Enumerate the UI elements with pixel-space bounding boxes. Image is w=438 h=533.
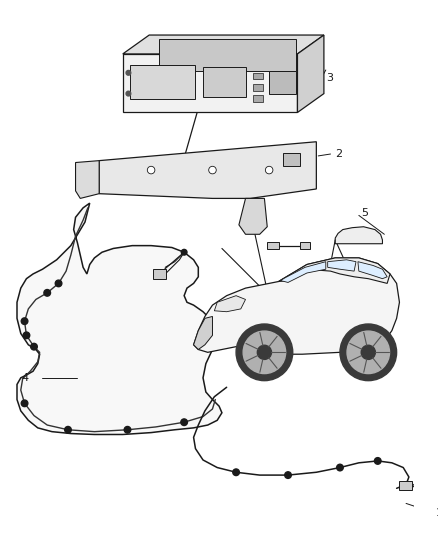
Circle shape <box>347 331 389 374</box>
Circle shape <box>126 70 131 75</box>
Circle shape <box>243 331 286 374</box>
Polygon shape <box>335 227 382 244</box>
Circle shape <box>44 289 50 296</box>
Circle shape <box>126 91 131 96</box>
Polygon shape <box>280 262 326 282</box>
Polygon shape <box>297 35 324 112</box>
Circle shape <box>258 345 272 359</box>
Bar <box>123 54 297 112</box>
Polygon shape <box>194 317 212 350</box>
Bar <box>399 481 412 490</box>
Bar <box>253 84 262 91</box>
Polygon shape <box>194 258 399 354</box>
Circle shape <box>55 280 62 287</box>
Circle shape <box>181 249 187 255</box>
Bar <box>131 65 194 99</box>
Circle shape <box>340 324 397 381</box>
Circle shape <box>21 318 28 325</box>
Bar <box>269 71 296 94</box>
Circle shape <box>285 472 291 479</box>
Polygon shape <box>328 260 356 271</box>
Polygon shape <box>17 203 222 434</box>
Text: 5: 5 <box>361 207 368 217</box>
Bar <box>300 242 310 249</box>
Text: 4: 4 <box>21 373 28 383</box>
Circle shape <box>233 469 240 475</box>
Circle shape <box>147 166 155 174</box>
Polygon shape <box>75 160 99 198</box>
Circle shape <box>65 426 71 433</box>
Bar <box>203 67 246 98</box>
Circle shape <box>31 343 37 350</box>
Circle shape <box>208 166 216 174</box>
Circle shape <box>374 458 381 464</box>
Text: 1: 1 <box>436 508 438 518</box>
Polygon shape <box>239 198 267 235</box>
Text: 3: 3 <box>326 74 333 84</box>
Polygon shape <box>214 296 246 312</box>
Polygon shape <box>358 262 387 279</box>
Circle shape <box>124 426 131 433</box>
Circle shape <box>265 166 273 174</box>
Bar <box>267 242 279 249</box>
Bar <box>253 73 262 79</box>
Circle shape <box>361 345 375 359</box>
Circle shape <box>21 400 28 407</box>
Polygon shape <box>123 35 324 54</box>
Polygon shape <box>99 142 316 198</box>
Bar <box>253 95 262 102</box>
Bar <box>153 269 166 279</box>
Circle shape <box>337 464 343 471</box>
Bar <box>159 39 296 71</box>
Circle shape <box>236 324 293 381</box>
Circle shape <box>23 332 30 338</box>
Polygon shape <box>279 258 390 284</box>
Text: 2: 2 <box>335 149 343 159</box>
Circle shape <box>181 419 187 425</box>
Bar <box>283 153 300 166</box>
